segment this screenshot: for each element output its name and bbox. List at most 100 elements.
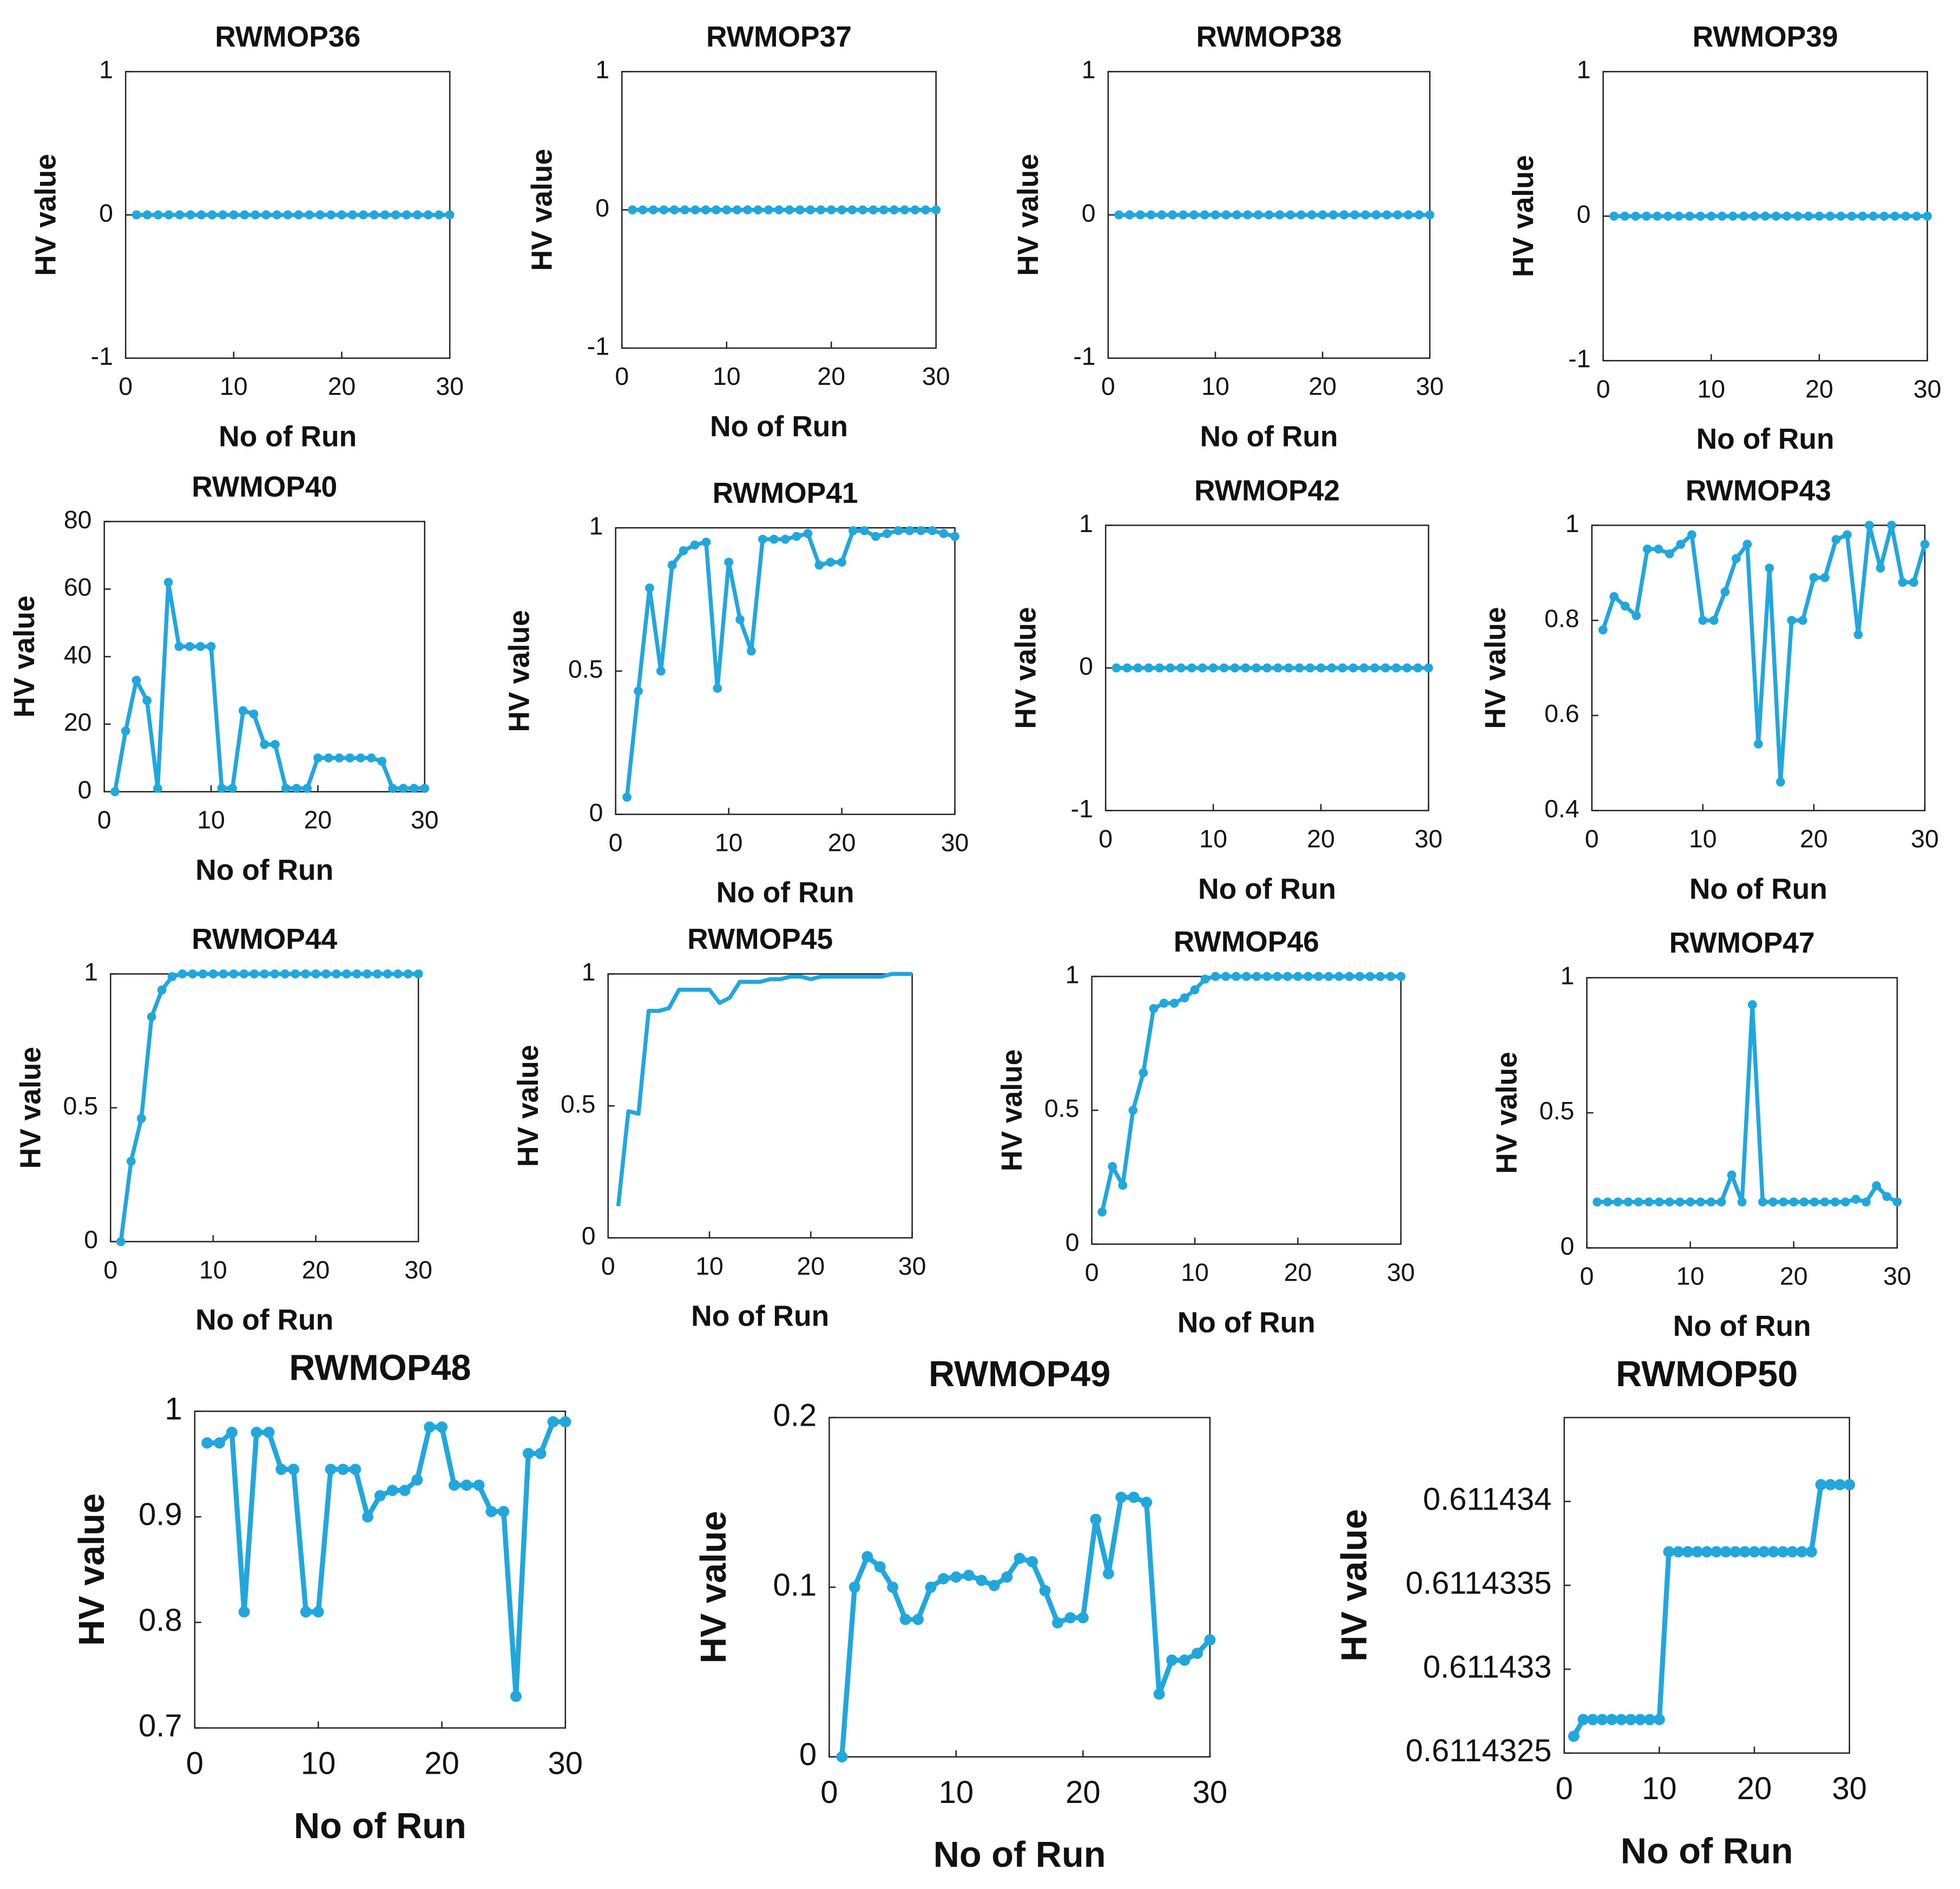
x-tick-label: 0 xyxy=(820,1775,838,1810)
data-point xyxy=(1396,972,1406,981)
y-tick-label: 0.5 xyxy=(568,655,603,683)
data-point xyxy=(1318,210,1327,220)
data-point xyxy=(1674,211,1683,221)
y-tick-label: 0.9 xyxy=(139,1497,182,1532)
data-point xyxy=(1923,211,1932,221)
data-point xyxy=(300,1606,312,1618)
chart: RWMOP47 0 10 20 30 0 0.5 1 No of Run HV value xyxy=(1491,927,1911,1342)
data-point xyxy=(1768,1197,1778,1207)
data-point xyxy=(1425,210,1435,220)
data-point xyxy=(1771,211,1781,221)
data-point xyxy=(1200,210,1209,220)
y-tick-label: -1 xyxy=(1073,342,1095,370)
data-point xyxy=(1139,1068,1148,1078)
data-point xyxy=(547,1416,559,1428)
data-point xyxy=(238,706,248,716)
y-tick-label: 1 xyxy=(1065,960,1080,988)
y-tick-label: 1 xyxy=(1566,509,1580,537)
data-point xyxy=(260,969,269,979)
data-point xyxy=(1304,972,1313,981)
data-point xyxy=(409,784,419,793)
data-point xyxy=(356,753,365,763)
x-tick-label: 30 xyxy=(1415,825,1443,853)
data-point xyxy=(1692,1546,1704,1558)
data-point xyxy=(950,532,959,541)
data-point xyxy=(1865,521,1874,530)
data-point xyxy=(177,969,187,979)
data-point xyxy=(1620,601,1630,611)
data-point xyxy=(1328,210,1338,220)
x-tick-label: 10 xyxy=(1676,1262,1705,1290)
data-point xyxy=(1686,1197,1695,1207)
data-point xyxy=(1779,1197,1788,1207)
data-point xyxy=(701,537,711,547)
x-tick-label: 10 xyxy=(199,1256,227,1284)
data-point xyxy=(302,784,312,793)
data-point xyxy=(1729,1546,1741,1558)
x-tick-label: 0 xyxy=(1101,372,1115,401)
data-point xyxy=(1632,611,1641,620)
chart-title: RWMOP41 xyxy=(713,477,858,509)
data-point xyxy=(1760,211,1770,221)
x-tick-label: 20 xyxy=(1065,1775,1101,1810)
data-point xyxy=(634,686,643,696)
data-point xyxy=(732,205,742,215)
y-tick-label: 0.6 xyxy=(1544,699,1580,727)
data-point xyxy=(1598,625,1608,635)
data-point xyxy=(860,526,869,535)
data-point xyxy=(905,526,915,535)
data-point xyxy=(1159,999,1169,1008)
data-point xyxy=(1695,211,1705,221)
data-point xyxy=(774,205,784,215)
data-point xyxy=(1663,211,1673,221)
data-point xyxy=(1155,663,1164,673)
data-point xyxy=(313,753,323,763)
data-point xyxy=(900,205,910,215)
data-point xyxy=(1717,211,1727,221)
data-point xyxy=(659,205,669,215)
data-point xyxy=(1706,211,1716,221)
data-point xyxy=(163,578,173,587)
data-point xyxy=(412,210,422,220)
data-point xyxy=(370,210,379,220)
y-axis-label: HV value xyxy=(15,1047,47,1169)
data-point xyxy=(305,210,314,220)
data-point xyxy=(1198,663,1207,673)
data-point xyxy=(1749,211,1759,221)
data-point xyxy=(1676,540,1686,549)
data-point xyxy=(362,969,372,979)
data-point xyxy=(1731,554,1741,563)
data-point xyxy=(473,1479,485,1491)
y-tick-label: 0.5 xyxy=(1540,1097,1575,1125)
data-point xyxy=(174,642,184,651)
data-point xyxy=(1307,210,1317,220)
x-tick-label: 0 xyxy=(609,829,623,857)
data-point xyxy=(377,757,387,766)
y-tick-label: 0.5 xyxy=(1044,1094,1080,1123)
data-point xyxy=(1424,663,1433,673)
chart-title: RWMOP42 xyxy=(1194,475,1340,507)
x-tick-label: 0 xyxy=(103,1256,117,1284)
data-point xyxy=(1122,663,1132,673)
data-point xyxy=(1241,663,1251,673)
data-point xyxy=(1382,210,1392,220)
data-point xyxy=(1211,210,1220,220)
data-point xyxy=(1338,663,1347,673)
data-point xyxy=(1166,1654,1178,1666)
data-point xyxy=(1872,1181,1882,1191)
data-point xyxy=(403,969,413,979)
data-point xyxy=(301,969,310,979)
x-axis-label: No of Run xyxy=(195,854,333,886)
data-point xyxy=(939,529,949,539)
data-point xyxy=(899,1613,911,1625)
y-tick-label: -1 xyxy=(587,332,609,360)
x-tick-label: 30 xyxy=(404,1256,432,1284)
x-axis-label: No of Run xyxy=(195,1304,333,1336)
chart-title: RWMOP37 xyxy=(706,21,852,53)
data-point xyxy=(1654,1197,1664,1207)
data-point xyxy=(228,784,237,793)
data-point xyxy=(1720,587,1730,596)
data-point xyxy=(311,969,320,979)
data-point xyxy=(326,210,336,220)
